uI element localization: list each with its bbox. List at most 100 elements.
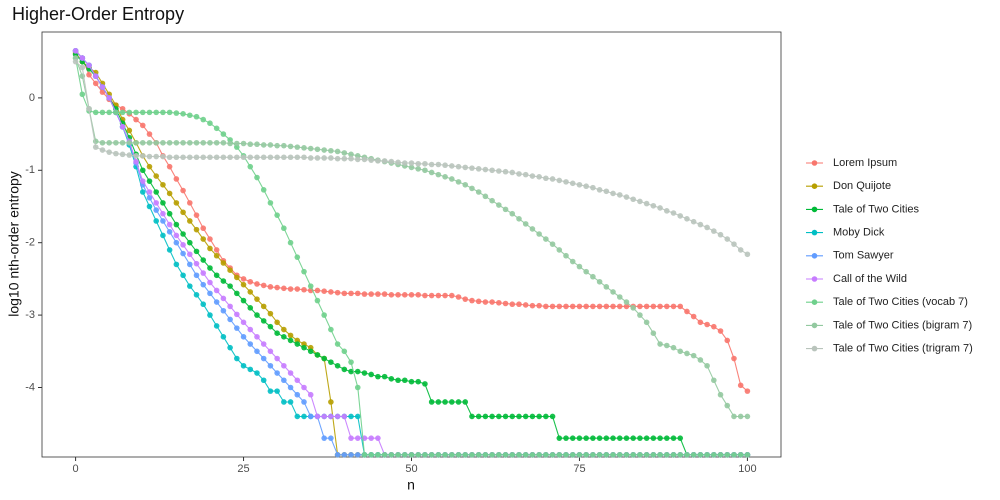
point xyxy=(173,154,180,161)
point xyxy=(173,176,180,182)
point xyxy=(254,312,260,318)
point xyxy=(281,154,287,161)
point xyxy=(684,215,690,222)
point xyxy=(274,142,280,149)
point xyxy=(684,308,690,315)
point xyxy=(314,297,321,304)
point xyxy=(213,272,220,279)
point xyxy=(146,153,153,160)
point xyxy=(496,168,502,174)
point xyxy=(180,187,186,194)
point xyxy=(623,435,630,441)
point xyxy=(92,109,99,116)
point xyxy=(549,176,556,182)
point xyxy=(267,284,274,290)
y-axis-label: log10 nth-order entropy xyxy=(6,171,22,317)
point xyxy=(435,399,442,405)
point xyxy=(395,292,401,298)
point xyxy=(341,413,348,420)
legend-label: Call of the Wild xyxy=(833,273,907,285)
point xyxy=(146,109,153,116)
point xyxy=(596,187,603,193)
point xyxy=(475,166,482,172)
point xyxy=(294,286,301,292)
point xyxy=(475,189,482,195)
point xyxy=(79,64,86,71)
point xyxy=(630,305,636,311)
point xyxy=(368,435,374,441)
point xyxy=(92,73,99,79)
point xyxy=(556,435,563,441)
point xyxy=(321,355,327,362)
point xyxy=(254,154,260,161)
point xyxy=(502,300,509,307)
point xyxy=(623,299,630,305)
point xyxy=(650,330,657,336)
point xyxy=(160,139,166,146)
point xyxy=(643,319,650,326)
point xyxy=(596,435,603,441)
point xyxy=(677,348,684,355)
point xyxy=(126,127,133,134)
point xyxy=(469,185,475,192)
point xyxy=(133,116,139,123)
point xyxy=(697,357,704,363)
point xyxy=(213,139,220,146)
point xyxy=(274,319,280,326)
point xyxy=(240,319,247,326)
point xyxy=(207,236,213,242)
point xyxy=(334,452,341,458)
point xyxy=(381,291,388,297)
point xyxy=(475,452,482,458)
point xyxy=(341,290,348,297)
point xyxy=(207,290,213,297)
point xyxy=(616,452,623,458)
point xyxy=(328,413,334,420)
point xyxy=(502,168,509,175)
point xyxy=(200,270,207,276)
point xyxy=(375,435,381,441)
point xyxy=(543,175,549,182)
point xyxy=(200,139,207,146)
point xyxy=(428,399,435,405)
point xyxy=(139,178,146,184)
point xyxy=(173,221,180,228)
point xyxy=(361,370,368,376)
point xyxy=(220,295,227,302)
point xyxy=(301,154,307,161)
point xyxy=(287,332,294,339)
point xyxy=(469,413,475,420)
point xyxy=(86,62,92,69)
point xyxy=(375,158,381,164)
point xyxy=(583,183,589,190)
point xyxy=(610,452,616,458)
y-tick-label: -3 xyxy=(25,309,35,321)
point xyxy=(160,210,166,217)
point xyxy=(348,413,354,420)
point xyxy=(630,435,636,441)
point xyxy=(307,348,314,355)
point xyxy=(737,382,744,389)
point xyxy=(690,218,697,225)
point xyxy=(146,189,153,195)
point xyxy=(133,153,139,159)
point xyxy=(623,303,630,310)
point xyxy=(334,413,341,420)
point xyxy=(381,373,388,380)
point xyxy=(563,435,569,441)
point xyxy=(469,452,475,458)
point xyxy=(576,263,583,270)
point xyxy=(663,452,670,458)
point xyxy=(267,154,274,161)
point xyxy=(516,413,522,420)
point xyxy=(744,452,751,458)
point xyxy=(213,247,220,253)
point xyxy=(368,157,374,163)
point xyxy=(744,388,751,394)
point xyxy=(549,413,556,420)
legend-swatch xyxy=(811,299,818,306)
point xyxy=(388,376,395,382)
point xyxy=(509,169,516,176)
point xyxy=(200,301,207,308)
